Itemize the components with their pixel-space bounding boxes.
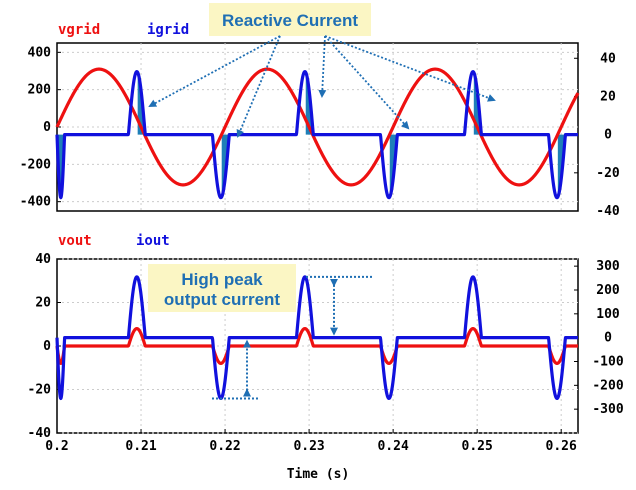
x-tick-label: 0.26: [546, 439, 577, 454]
high-peak-label-line2: output current: [164, 290, 280, 309]
left-tick-label: 400: [28, 45, 52, 60]
legend-vgrid: vgrid: [58, 22, 100, 38]
right-tick-label: 300: [596, 259, 620, 274]
right-tick-label: -40: [596, 204, 620, 219]
peak-current-arrows: [212, 275, 372, 400]
right-tick-label: 200: [596, 283, 620, 298]
x-tick-label: 0.22: [209, 439, 240, 454]
x-tick-label: 0.24: [377, 439, 408, 454]
left-tick-label: -20: [28, 383, 52, 398]
x-tick-label: 0.25: [462, 439, 493, 454]
x-tick-label: 0.21: [125, 439, 156, 454]
right-tick-label: -100: [592, 354, 623, 369]
right-tick-label: 0: [604, 128, 612, 143]
left-tick-label: 40: [35, 252, 51, 267]
reactive-current-arrows: [148, 35, 496, 138]
legend-igrid: igrid: [147, 22, 189, 38]
right-tick-label: -200: [592, 378, 623, 393]
x-axis-ticks: 0.2 0.21 0.22 0.23 0.24 0.25 0.26: [45, 429, 577, 454]
right-tick-label: 0: [604, 331, 612, 346]
bottom-right-ticks: 300 200 100 0 -100 -200 -300: [574, 259, 624, 417]
top-series: [55, 67, 580, 200]
left-tick-label: 0: [43, 120, 51, 135]
right-tick-label: -300: [592, 402, 623, 417]
reactive-arrow: [148, 35, 281, 107]
right-tick-label: 40: [600, 51, 616, 66]
top-left-ticks: 400 200 0 -200 -400: [20, 45, 61, 210]
right-tick-label: -20: [596, 166, 620, 181]
high-peak-label-line1: High peak: [181, 270, 263, 289]
left-tick-label: -40: [28, 426, 52, 441]
left-tick-label: 20: [35, 296, 51, 311]
series-line-vout: [55, 327, 580, 365]
reactive-current-label-box: [209, 3, 371, 36]
reactive-arrow: [324, 35, 410, 130]
x-tick-label: 0.23: [293, 439, 324, 454]
reactive-arrow: [318, 35, 327, 98]
high-peak-label-box: [148, 264, 296, 312]
bottom-series: [55, 275, 580, 401]
right-tick-label: 100: [596, 307, 620, 322]
top-grid: [57, 43, 578, 211]
left-tick-label: 200: [28, 83, 52, 98]
reactive-arrow: [324, 35, 496, 102]
legend-iout: iout: [136, 233, 170, 249]
x-tick-label: 0.2: [45, 439, 68, 454]
left-tick-label: 0: [43, 339, 51, 354]
left-tick-label: -400: [20, 195, 51, 210]
top-right-ticks: 40 20 0 -20 -40: [574, 51, 620, 219]
x-axis-label: Time (s): [287, 467, 350, 482]
left-tick-label: -200: [20, 157, 51, 172]
series-line-iout: [55, 275, 580, 401]
legend-vout: vout: [58, 233, 92, 249]
series-line-igrid: [55, 70, 580, 200]
bottom-left-ticks: 40 20 0 -20 -40: [28, 252, 61, 441]
right-tick-label: 20: [600, 89, 616, 104]
reactive-current-label: Reactive Current: [222, 11, 358, 30]
